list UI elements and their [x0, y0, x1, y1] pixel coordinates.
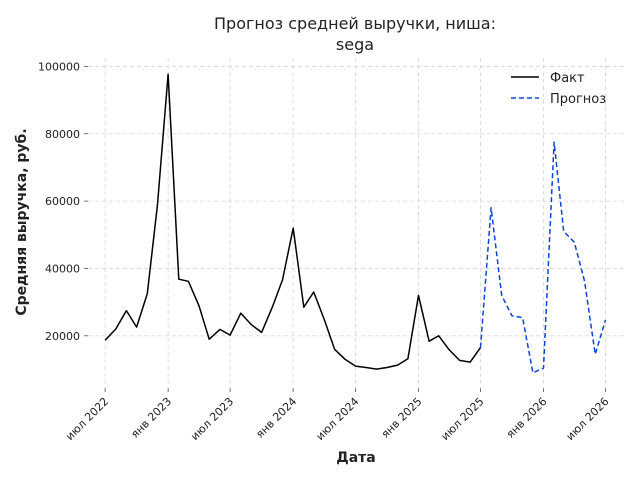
y-tick-label: 100000: [38, 60, 80, 73]
fact-point: [177, 278, 180, 281]
fact-point: [156, 203, 159, 206]
forecast-point: [573, 241, 576, 244]
forecast-point: [562, 230, 565, 233]
fact-point: [146, 292, 149, 295]
forecast-point: [500, 294, 503, 297]
fact-point: [386, 366, 389, 369]
series: [104, 73, 607, 374]
fact-point: [354, 365, 357, 368]
legend-label-forecast: Прогноз: [550, 92, 606, 107]
forecast-point: [490, 206, 493, 209]
forecast-point: [479, 346, 482, 349]
fact-point: [333, 348, 336, 351]
fact-point: [218, 328, 221, 331]
fact-point: [302, 306, 305, 309]
forecast-point: [604, 319, 607, 322]
fact-point: [208, 338, 211, 341]
fact-point: [167, 73, 170, 76]
fact-point: [125, 309, 128, 312]
fact-point: [260, 331, 263, 334]
x-axis-label: Дата: [336, 450, 375, 466]
fact-point: [375, 368, 378, 371]
forecast-point: [594, 353, 597, 356]
fact-point: [135, 326, 138, 329]
fact-point: [344, 358, 347, 361]
fact-point: [281, 278, 284, 281]
chart-title-line1: Прогноз средней выручки, ниша:: [214, 14, 496, 33]
fact-point: [114, 328, 117, 331]
fact-point: [428, 340, 431, 343]
forecast-point: [531, 371, 534, 374]
forecast-point: [553, 141, 556, 144]
fact-point: [250, 323, 253, 326]
fact-point: [458, 359, 461, 362]
fact-point: [437, 334, 440, 337]
forecast-point: [521, 316, 524, 319]
grid: [88, 58, 624, 388]
fact-point: [448, 348, 451, 351]
forecast-point: [542, 367, 545, 370]
fact-point: [396, 364, 399, 367]
fact-point: [198, 304, 201, 307]
fact-point: [406, 357, 409, 360]
fact-point: [271, 306, 274, 309]
y-tick-label: 20000: [45, 330, 80, 343]
fact-point: [104, 339, 107, 342]
fact-point: [417, 294, 420, 297]
fact-point: [323, 318, 326, 321]
fact-point: [239, 312, 242, 315]
legend: Факт Прогноз: [511, 71, 606, 107]
fact-point: [312, 291, 315, 294]
fact-point: [229, 334, 232, 337]
chart-title-line2: sega: [336, 35, 374, 54]
fact-point: [187, 280, 190, 283]
forecast-point: [583, 280, 586, 283]
y-tick-label: 40000: [45, 262, 80, 275]
y-tick-label: 60000: [45, 195, 80, 208]
series-line-fact: [104, 73, 482, 370]
series-line-forecast: [479, 141, 607, 374]
fact-point: [292, 227, 295, 230]
legend-label-fact: Факт: [550, 71, 585, 86]
forecast-point: [511, 314, 514, 317]
fact-point: [469, 361, 472, 364]
y-tick-label: 80000: [45, 128, 80, 141]
y-axis-label: Средняя выручка, руб.: [14, 128, 30, 315]
fact-point: [365, 366, 368, 369]
